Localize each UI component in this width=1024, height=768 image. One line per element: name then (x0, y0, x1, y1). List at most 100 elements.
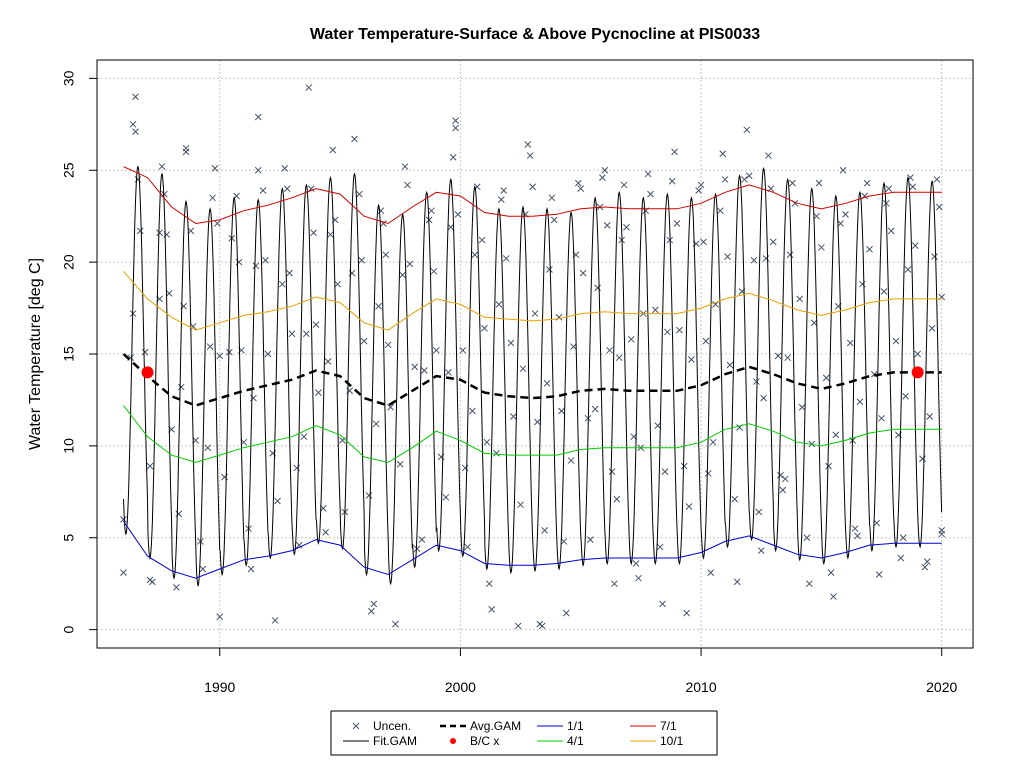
observation-point (141, 348, 149, 356)
observation-point (856, 398, 864, 406)
observation-point (418, 536, 426, 543)
fit-gam-line (123, 165, 943, 588)
observation-point (931, 253, 938, 260)
x-tick-label: 2020 (926, 679, 957, 695)
observation-point (365, 492, 373, 499)
observation-point (866, 245, 873, 253)
observation-point (252, 262, 260, 270)
observation-point (695, 187, 703, 194)
observation-point (452, 124, 459, 132)
series-line-q10-1 (123, 270, 942, 331)
observation-point (837, 220, 844, 227)
observation-point (211, 165, 219, 172)
observation-point (757, 547, 765, 554)
observation-point (355, 190, 363, 198)
observation-point (745, 172, 753, 180)
observation-point (579, 269, 587, 277)
observation-point (591, 405, 599, 413)
observation-point (830, 593, 837, 600)
observation-point (546, 266, 553, 273)
observation-point (129, 120, 137, 128)
observation-point (632, 560, 640, 567)
y-tick-label: 25 (61, 162, 77, 178)
observation-point (324, 357, 332, 365)
observation-point (524, 141, 532, 148)
y-tick-label: 30 (61, 70, 77, 86)
observation-point (832, 431, 840, 439)
observation-point (404, 181, 411, 189)
observation-point (921, 563, 929, 571)
bc-point (911, 366, 924, 379)
observation-point (488, 606, 496, 613)
observation-point (529, 183, 536, 191)
quantile-lines (122, 166, 942, 579)
observation-point (459, 346, 467, 354)
observation-point (721, 176, 729, 183)
observation-point (495, 301, 503, 308)
observation-point (623, 223, 630, 231)
observation-point (146, 462, 154, 470)
observation-point (902, 392, 909, 400)
observation-point (550, 216, 558, 224)
observation-point (574, 179, 582, 187)
observation-point (305, 84, 313, 91)
observation-point (216, 352, 224, 360)
observation-point (851, 525, 859, 532)
observation-point (281, 165, 289, 172)
observation-point (360, 337, 368, 345)
legend-marker-bc (450, 738, 456, 744)
observation-point (519, 365, 527, 373)
observation-point (716, 207, 724, 215)
chart-title: Water Temperature-Surface & Above Pycnoc… (310, 26, 760, 43)
y-tick-label: 0 (61, 626, 77, 634)
observation-point (599, 174, 606, 181)
observation-point (887, 227, 895, 235)
observation-point (507, 339, 515, 347)
observation-point (878, 414, 885, 422)
observation-point (839, 166, 847, 174)
legend-label: 10/1 (660, 734, 684, 748)
observation-point (883, 199, 890, 207)
observation-point (654, 422, 662, 430)
observation-point (158, 163, 166, 170)
observation-point (743, 126, 751, 134)
legend-label: B/C x (470, 734, 499, 748)
observation-point (493, 449, 500, 457)
observation-point (760, 394, 767, 402)
observation-point (132, 128, 139, 136)
plot-frame (96, 59, 974, 649)
observation-point (928, 324, 936, 332)
observation-point (560, 538, 568, 545)
observation-point (601, 166, 609, 174)
observation-point (538, 622, 546, 630)
observation-point (447, 223, 455, 231)
observation-point (322, 528, 329, 536)
observation-point (750, 256, 758, 264)
observation-point (724, 253, 731, 260)
observation-point (382, 251, 390, 259)
observation-point (481, 324, 488, 332)
observation-point (165, 290, 173, 297)
legend-label: Fit.GAM (373, 734, 417, 748)
observation-point (464, 543, 471, 551)
legend-marker-obs (352, 722, 360, 730)
observation-point (810, 319, 818, 327)
observation-point (909, 183, 917, 191)
observation-point (815, 179, 823, 187)
legend-box (330, 710, 718, 756)
observation-point (813, 212, 820, 220)
observation-point (514, 622, 522, 630)
observation-point (753, 378, 760, 385)
observation-point (774, 352, 782, 360)
observation-point (531, 310, 539, 317)
observation-point (577, 185, 585, 192)
observation-point (880, 288, 888, 295)
observation-point (611, 580, 618, 588)
observation-point (469, 407, 476, 415)
observation-point (288, 330, 296, 338)
x-tick-label: 2000 (445, 679, 476, 695)
observation-point (548, 194, 556, 202)
observation-point (452, 117, 459, 124)
